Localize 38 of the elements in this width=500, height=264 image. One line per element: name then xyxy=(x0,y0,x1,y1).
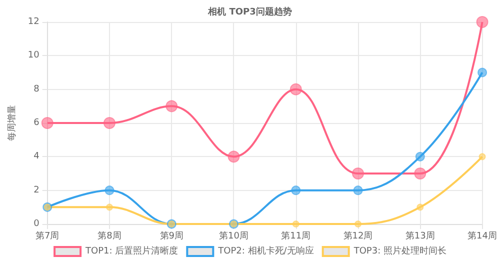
y-tick-label: 6 xyxy=(34,118,40,128)
y-tick-label: 12 xyxy=(28,17,40,27)
x-tick-label: 第11周 xyxy=(281,230,311,242)
point xyxy=(478,153,486,160)
point xyxy=(476,16,488,28)
y-tick-label: 10 xyxy=(28,50,40,61)
point xyxy=(106,204,113,211)
x-tick-label: 第12周 xyxy=(343,230,373,242)
y-tick-label: 0 xyxy=(34,219,40,229)
y-tick-label: 8 xyxy=(34,84,40,94)
point xyxy=(291,186,301,196)
point xyxy=(292,220,300,228)
point xyxy=(353,186,363,196)
x-tick-label: 第8周 xyxy=(98,230,122,242)
x-tick-label: 第7周 xyxy=(35,230,60,242)
point xyxy=(478,68,488,78)
x-tick-label: 第10周 xyxy=(219,230,248,242)
point xyxy=(354,220,362,228)
point xyxy=(290,83,302,96)
point xyxy=(104,186,114,196)
point xyxy=(166,100,178,112)
y-tick-label: 2 xyxy=(34,185,40,196)
point xyxy=(416,204,424,211)
chart-title: 相机 TOP3问题趋势 xyxy=(207,6,292,18)
legend-label: TOP2: 相机卡死/无响应 xyxy=(217,246,314,256)
y-axis-title: 每周增量 xyxy=(6,105,18,141)
legend-label: TOP1: 后置照片清晰度 xyxy=(84,246,178,256)
point xyxy=(414,168,426,180)
point xyxy=(228,150,240,163)
point xyxy=(415,152,425,162)
point xyxy=(41,117,54,129)
x-tick-label: 第9周 xyxy=(160,230,184,242)
point xyxy=(103,117,116,129)
point xyxy=(352,168,364,180)
legend-label: TOP3: 照片处理时间长 xyxy=(352,246,446,256)
x-tick-label: 第13周 xyxy=(405,230,435,242)
x-tick-label: 第14周 xyxy=(468,230,497,242)
y-tick-label: 4 xyxy=(34,152,40,162)
